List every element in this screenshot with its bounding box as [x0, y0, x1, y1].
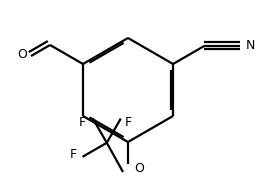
Text: F: F	[70, 148, 77, 161]
Text: O: O	[17, 47, 27, 60]
Text: F: F	[79, 116, 86, 129]
Text: O: O	[134, 161, 144, 175]
Text: N: N	[245, 40, 255, 52]
Text: F: F	[125, 116, 132, 129]
